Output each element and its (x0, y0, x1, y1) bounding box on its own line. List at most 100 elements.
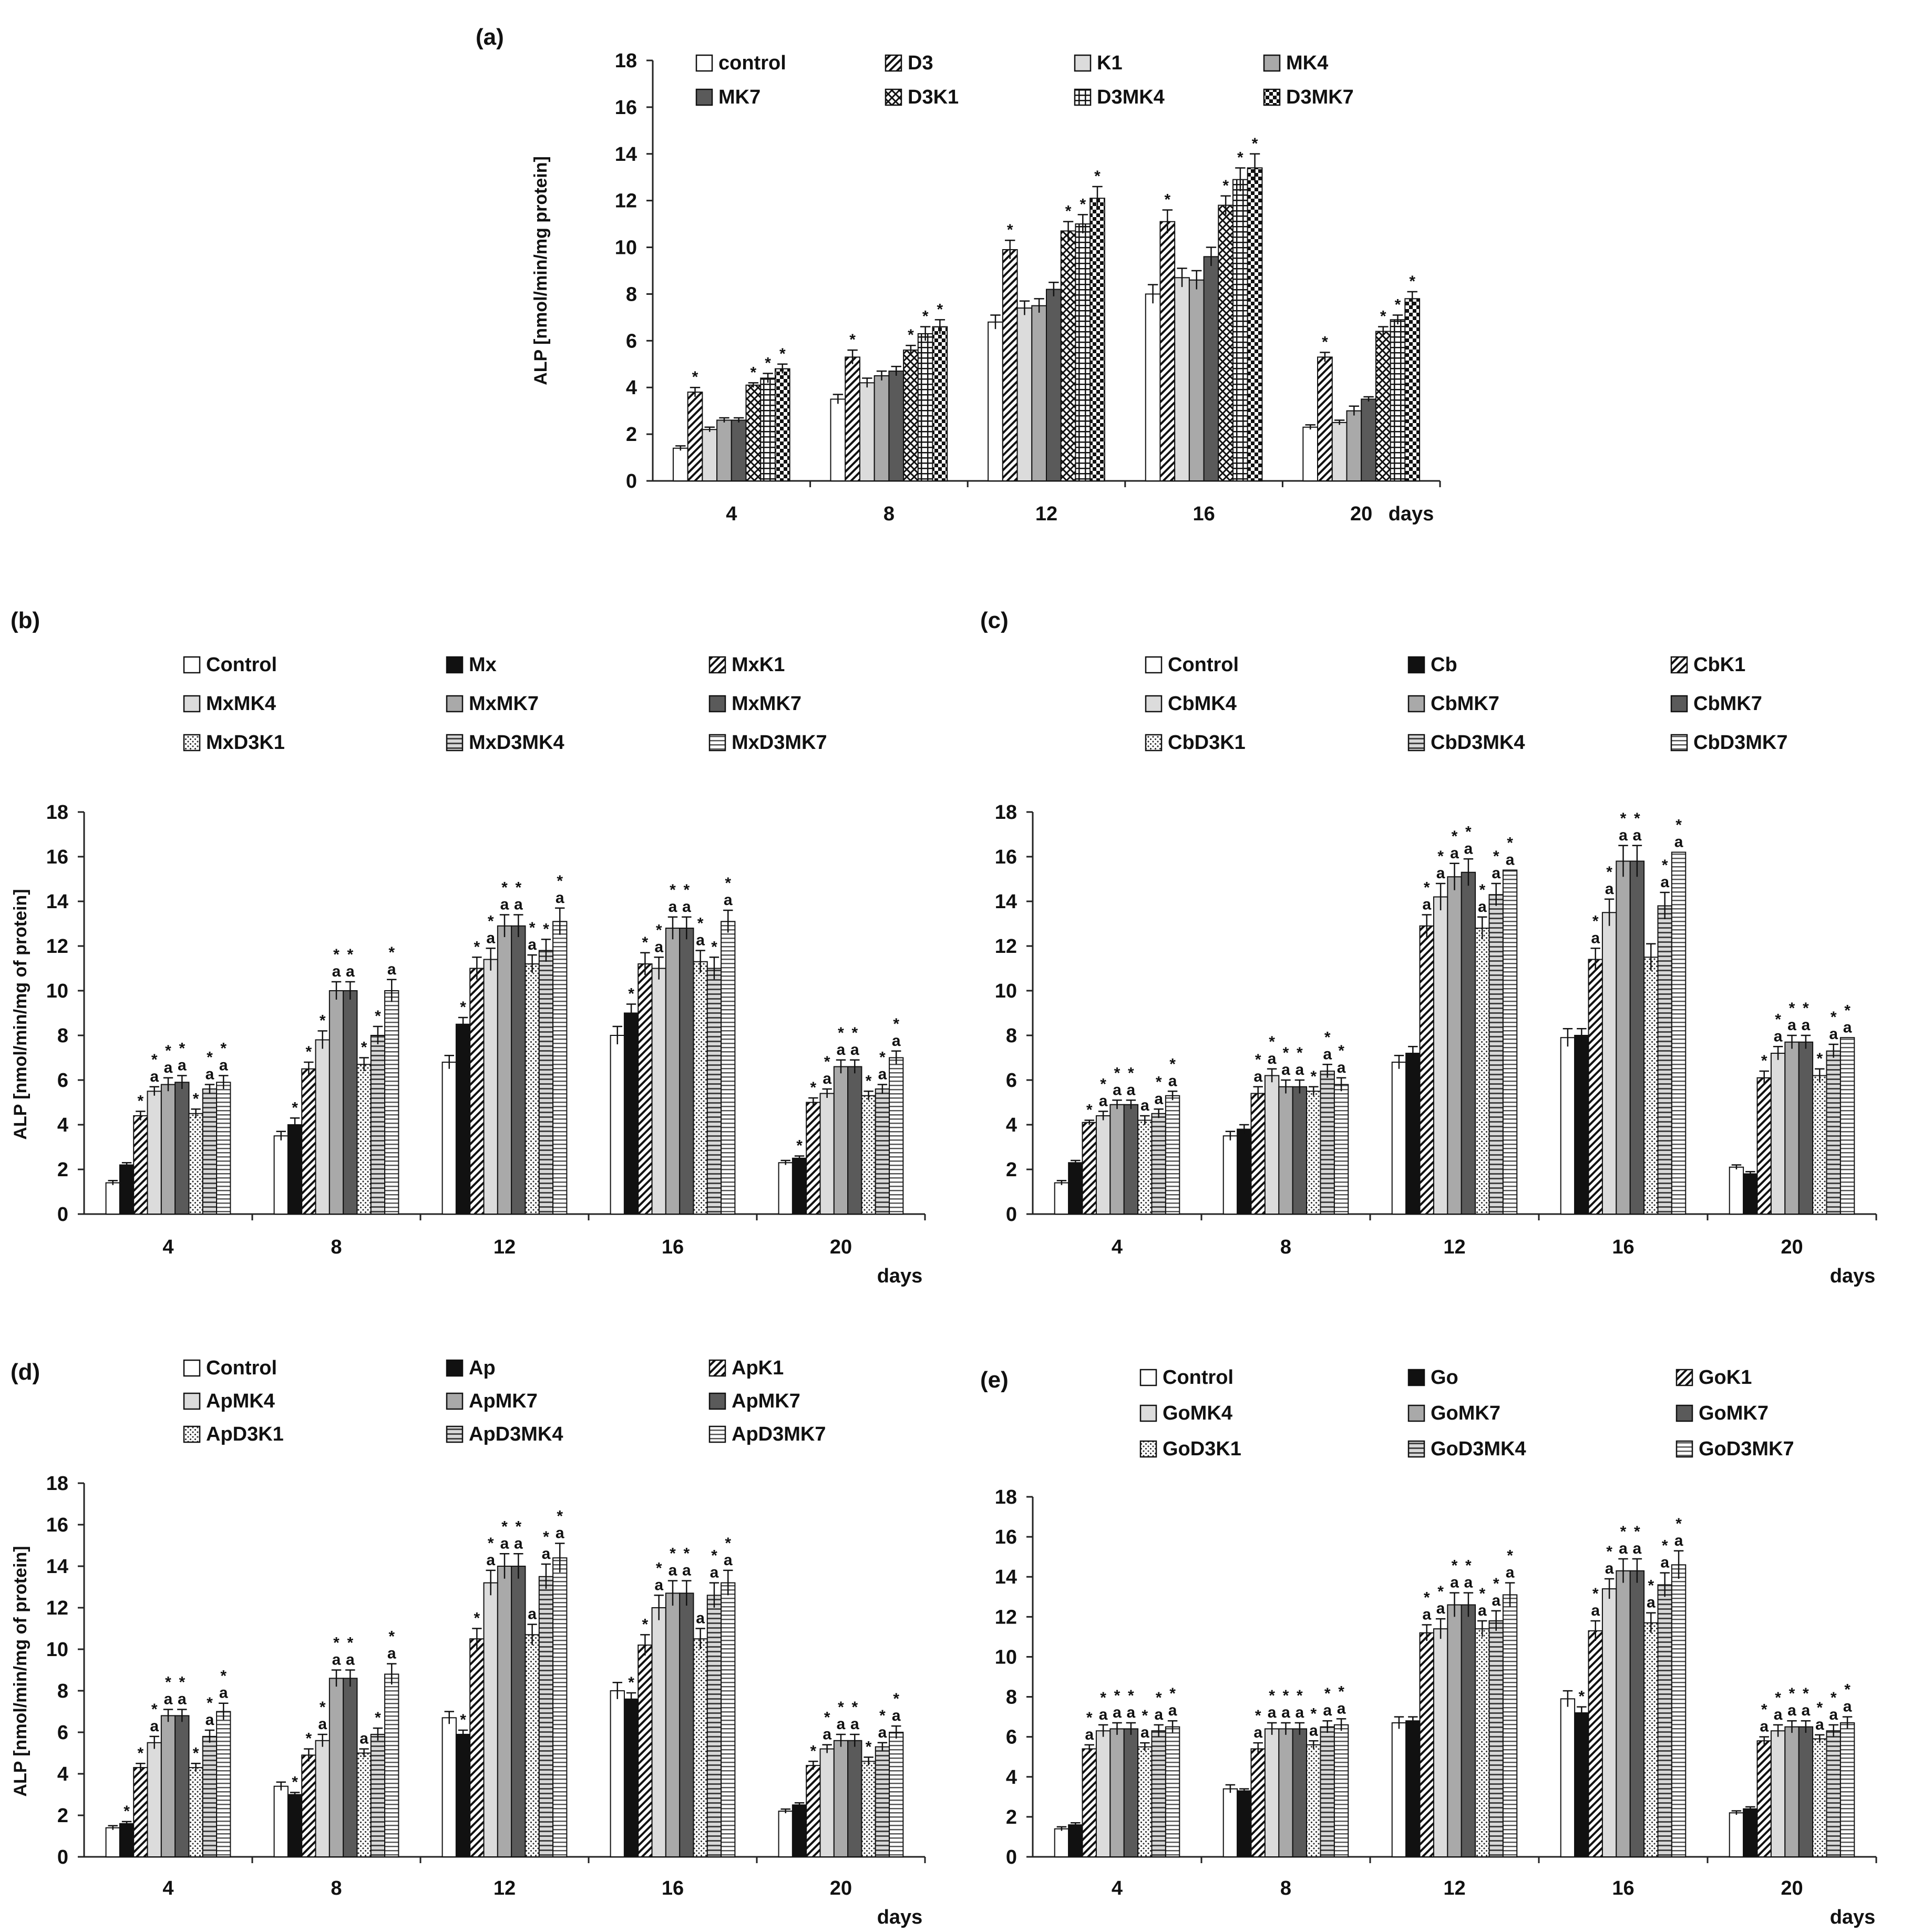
legend-swatch-CbK1 (1670, 656, 1688, 674)
bar-MxD3MK7-12 (552, 921, 568, 1215)
bar-control-16 (1145, 293, 1161, 481)
x-tick-label: 12 (494, 1236, 516, 1258)
significance-marker: * (1128, 1687, 1134, 1704)
significance-marker: a (1478, 1602, 1487, 1619)
bar-ApK1-12 (469, 1638, 485, 1857)
bar-ApMK7-12 (511, 1566, 526, 1857)
x-unit-label: days (877, 1906, 923, 1928)
significance-marker: * (220, 1668, 227, 1685)
significance-marker: * (1493, 1575, 1499, 1592)
significance-marker: a (1660, 1554, 1669, 1571)
legend-swatch-Cb (1407, 656, 1425, 674)
significance-marker: * (1789, 1000, 1795, 1017)
legend-swatch-MxD3MK4 (446, 734, 464, 752)
panel-label: (d) (11, 1359, 40, 1385)
y-tick-label: 0 (1006, 1204, 1017, 1226)
significance-marker: a (1478, 898, 1487, 916)
y-tick-label: 0 (1006, 1846, 1017, 1868)
significance-marker: a (346, 1651, 355, 1669)
bar-Control-4 (105, 1182, 120, 1215)
bar-D3MK7-20 (1404, 298, 1421, 481)
y-tick-label: 2 (57, 1159, 68, 1181)
significance-marker: * (515, 1518, 521, 1535)
bar-ApK1-20 (806, 1765, 821, 1857)
y-tick-label: 8 (1006, 1025, 1017, 1047)
bar-GoMK7-8 (1278, 1728, 1293, 1857)
bar-ApK1-4 (133, 1767, 148, 1857)
significance-marker: a (710, 1564, 719, 1581)
significance-marker: * (1128, 1064, 1134, 1082)
significance-marker: * (1080, 196, 1086, 213)
bar-MxK1-4 (133, 1115, 148, 1215)
y-tick-label: 2 (1006, 1159, 1017, 1181)
bar-ApD3K1-20 (861, 1761, 876, 1858)
bar-D3-20 (1317, 356, 1333, 482)
bar-MK4-4 (716, 419, 732, 482)
significance-marker: * (388, 1628, 395, 1646)
significance-marker: a (1760, 1718, 1769, 1735)
bar-MxMK4-20 (819, 1093, 835, 1215)
bar-Control-4 (105, 1827, 120, 1857)
significance-marker: * (1648, 1577, 1654, 1595)
significance-marker: * (306, 1043, 312, 1061)
bar-Cb-16 (1574, 1035, 1589, 1215)
significance-marker: * (151, 1701, 158, 1718)
significance-marker: * (824, 1053, 830, 1071)
significance-marker: a (1619, 827, 1628, 844)
legend-swatch-GoMK7 (1407, 1404, 1425, 1422)
bar-K1-20 (1331, 422, 1348, 482)
significance-marker: a (1492, 1592, 1500, 1609)
legend-swatch-MxMK7 (446, 695, 464, 713)
significance-marker: * (1662, 1537, 1668, 1555)
significance-marker: * (1142, 1707, 1148, 1724)
x-tick-label: 20 (1350, 503, 1372, 525)
significance-marker: * (460, 1711, 466, 1729)
significance-marker: * (474, 938, 480, 955)
significance-marker: a (669, 898, 677, 916)
significance-marker: * (207, 1694, 213, 1712)
significance-marker: a (682, 1562, 691, 1579)
bar-CbD3MK7-16 (1671, 851, 1687, 1215)
significance-marker: * (642, 1616, 649, 1633)
x-tick-label: 8 (331, 1877, 342, 1899)
significance-marker: a (1605, 1560, 1614, 1577)
bar-ApD3K1-4 (188, 1767, 203, 1857)
bar-MxD3K1-16 (693, 961, 708, 1215)
bar-D3-12 (1002, 249, 1018, 481)
bar-MxMK7-12 (511, 925, 526, 1215)
legend-label: Control (206, 654, 277, 676)
bar-GoD3MK7-8 (1333, 1724, 1349, 1857)
significance-marker: * (1761, 1701, 1767, 1719)
bar-D3K1-12 (1060, 230, 1076, 481)
x-tick-label: 12 (1035, 503, 1057, 525)
significance-marker: * (474, 1610, 480, 1627)
bar-ApMK4-16 (651, 1607, 666, 1857)
legend-label: GoMK4 (1163, 1402, 1232, 1424)
bar-Go-20 (1743, 1808, 1758, 1858)
bar-GoD3MK7-12 (1502, 1594, 1518, 1857)
significance-marker: * (692, 368, 698, 386)
y-tick-label: 14 (615, 143, 637, 166)
significance-marker: * (361, 1039, 367, 1056)
significance-marker: * (1094, 168, 1101, 185)
legend-label: CbD3MK7 (1693, 732, 1787, 754)
significance-marker: * (1310, 1705, 1317, 1722)
bar-GoD3K1-16 (1643, 1622, 1659, 1857)
significance-marker: * (1114, 1687, 1121, 1704)
y-tick-label: 16 (995, 1526, 1017, 1548)
significance-marker: a (1168, 1072, 1177, 1090)
bar-control-4 (672, 447, 688, 481)
significance-marker: a (1337, 1059, 1346, 1076)
significance-marker: a (1450, 845, 1459, 862)
y-tick-label: 6 (1006, 1727, 1017, 1749)
bar-D3MK4-16 (1232, 179, 1248, 481)
panel-label: (b) (11, 608, 40, 633)
bar-ApK1-16 (638, 1645, 653, 1858)
bar-ApMK7-20 (847, 1740, 862, 1858)
significance-marker: * (1252, 135, 1258, 152)
bar-MK4-8 (873, 375, 890, 481)
significance-marker: * (1169, 1055, 1176, 1073)
significance-marker: a (205, 1711, 214, 1729)
x-tick-label: 8 (331, 1236, 342, 1258)
significance-marker: a (878, 1066, 887, 1083)
